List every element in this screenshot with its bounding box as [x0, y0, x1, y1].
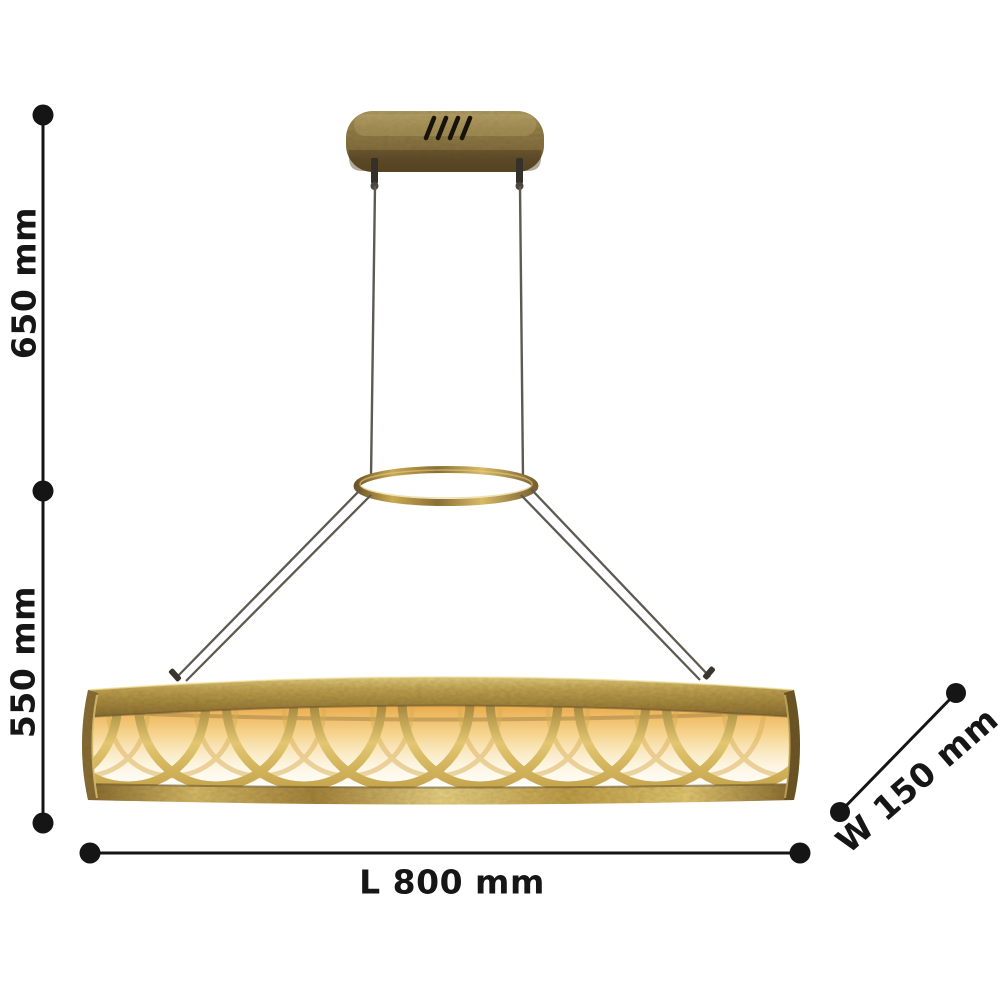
canopy-cable-fittings	[370, 158, 524, 190]
oval-shade	[82, 676, 800, 805]
dimension-dot	[79, 842, 101, 864]
ceiling-canopy	[346, 111, 544, 190]
cable-connectors	[168, 666, 715, 682]
shade-top-band	[88, 677, 794, 717]
dimension-label-height-lower: 550 mm	[3, 585, 43, 739]
dimension-dot	[32, 104, 54, 126]
lower-suspension-cables	[175, 488, 711, 682]
dimension-dot	[789, 842, 811, 864]
dimension-dot	[946, 683, 966, 703]
dimension-dot	[32, 480, 54, 502]
canopy-vent-slits	[423, 115, 473, 141]
dimension-dot	[830, 802, 850, 822]
dimension-line-width	[838, 691, 958, 814]
dimension-label-length: L 800 mm	[359, 862, 545, 902]
dimension-lines	[32, 104, 966, 864]
dimension-label-height-upper: 650 mm	[4, 206, 44, 360]
shade-bottom-rim	[88, 784, 794, 805]
dimension-dot	[32, 812, 54, 834]
suspension-ring	[353, 466, 539, 506]
upper-suspension-cables	[369, 185, 525, 479]
